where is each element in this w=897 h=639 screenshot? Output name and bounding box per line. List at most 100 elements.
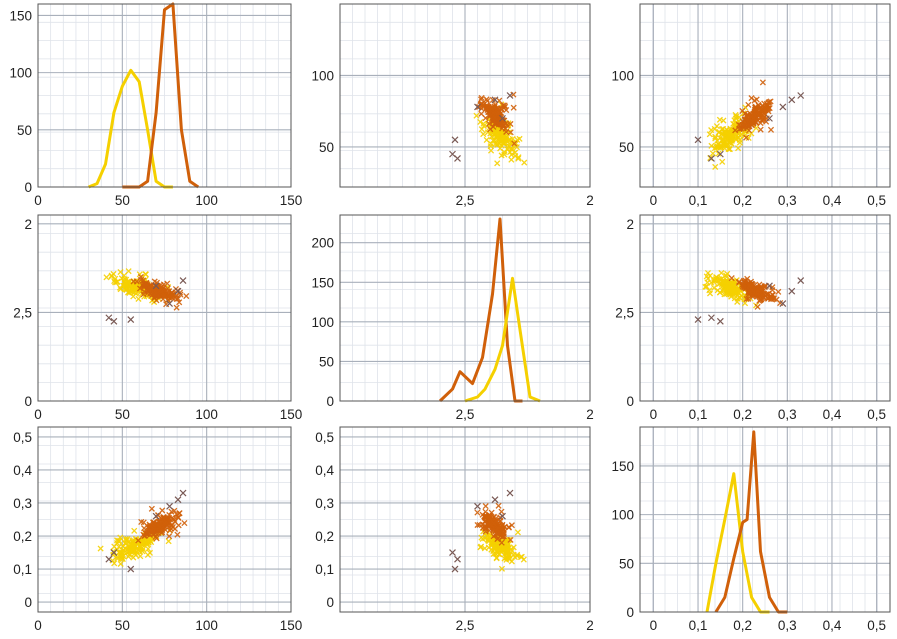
- scatter-point-orange: [507, 120, 514, 128]
- scatter-point-outlier: [179, 489, 187, 497]
- y-tick-label: 50: [619, 140, 634, 155]
- panel-frame: [639, 426, 891, 613]
- y-tick-label: 0,3: [315, 496, 334, 511]
- scatter-point-outlier: [708, 314, 715, 322]
- x-tick-label: 0: [650, 193, 658, 208]
- scatter-point-yellow: [709, 150, 716, 157]
- scatter-point-yellow: [735, 134, 742, 141]
- scatter-point-orange: [158, 288, 165, 295]
- scatter-point-yellow: [723, 278, 730, 285]
- x-tick-label: 2: [586, 193, 594, 208]
- x-tick-label: 50: [115, 618, 130, 633]
- scatter-point-yellow: [498, 565, 506, 572]
- scatter-point-outlier: [797, 277, 805, 284]
- x-tick-label: 2,5: [456, 407, 475, 422]
- x-tick-label: 0,4: [823, 193, 842, 208]
- y-tick-label: 200: [311, 236, 334, 251]
- scatter-point-orange: [486, 120, 493, 127]
- x-tick-label: 150: [280, 193, 303, 208]
- scatter-point-orange: [140, 291, 147, 298]
- scatter-point-orange: [736, 278, 743, 285]
- y-tick-label: 100: [9, 66, 32, 81]
- scatter-point-yellow: [515, 154, 522, 161]
- x-tick-label: 0,4: [823, 618, 842, 633]
- scatter-point-yellow: [109, 557, 116, 564]
- scatter-point-orange: [156, 517, 163, 525]
- x-tick-label: 0,2: [733, 618, 752, 633]
- scatter-point-outlier: [127, 316, 135, 323]
- scatter-point-yellow: [506, 555, 513, 562]
- scatter-point-yellow: [480, 131, 487, 138]
- panel-r1-c3: 50 100 0 0,1 0,2 0,3 0,4 0,5: [611, 3, 891, 208]
- scatter-point-orange: [486, 513, 493, 521]
- y-tick-label: 0: [626, 394, 634, 409]
- scatter-point-yellow: [503, 556, 510, 563]
- scatter-point-yellow: [503, 138, 511, 145]
- scatter-point-orange: [511, 140, 518, 147]
- scatter-point-orange: [728, 275, 735, 282]
- scatter-point-orange: [135, 537, 142, 544]
- panel-frame: [37, 214, 292, 402]
- scatter-point-yellow: [493, 555, 500, 562]
- scatter-point-yellow: [732, 111, 739, 119]
- scatter-point-yellow: [145, 545, 152, 552]
- y-tick-label: 50: [17, 123, 32, 138]
- scatter-point-orange: [166, 533, 173, 540]
- scatter-point-outlier: [152, 282, 160, 290]
- scatter-point-outlier: [779, 300, 787, 307]
- scatter-point-orange: [745, 295, 752, 302]
- scatter-point-yellow: [134, 283, 141, 290]
- scatter-point-yellow: [142, 271, 149, 278]
- scatter-point-yellow: [753, 124, 760, 132]
- scatter-point-orange: [150, 519, 158, 526]
- y-tick-label: 2: [626, 217, 634, 232]
- x-tick-label: 2,5: [456, 618, 475, 633]
- y-tick-label: 2,5: [13, 305, 32, 320]
- scatter-point-orange: [507, 536, 514, 543]
- scatter-point-outlier: [797, 92, 805, 99]
- scatter-point-orange: [148, 282, 155, 289]
- scatter-point-outlier: [110, 317, 118, 325]
- scatter-point-yellow: [477, 118, 484, 126]
- scatter-point-orange: [749, 287, 756, 294]
- y-tick-label: 0: [24, 595, 32, 610]
- scatter-point-yellow: [711, 145, 718, 152]
- scatter-point-orange: [745, 112, 752, 119]
- scatter-point-orange: [486, 527, 493, 534]
- panel-r3-c3: 0 50 100 150 0 0,1 0,2 0,3 0,4 0,5: [611, 426, 891, 633]
- x-tick-label: 0: [34, 618, 42, 633]
- scatter-point-yellow: [706, 290, 714, 297]
- histogram-line-yellow: [464, 276, 541, 403]
- scatter-point-yellow: [120, 553, 127, 560]
- scatter-point-outlier: [451, 136, 459, 144]
- scatter-point-outlier: [127, 565, 135, 573]
- scatter-point-orange: [770, 294, 777, 302]
- scatter-point-yellow: [131, 542, 138, 549]
- scatter-point-outlier: [449, 549, 456, 556]
- scatter-point-outlier: [474, 502, 481, 510]
- scatter-point-outlier: [788, 96, 796, 104]
- x-tick-label: 0: [34, 407, 42, 422]
- scatter-point-orange: [168, 294, 175, 301]
- scatter-point-outlier: [499, 512, 506, 520]
- scatter-points: [449, 91, 528, 167]
- scatter-point-orange: [748, 121, 755, 128]
- scatter-point-orange: [140, 519, 147, 526]
- scatter-point-yellow: [514, 551, 521, 558]
- scatter-point-orange: [489, 103, 496, 110]
- x-tick-label: 0: [650, 618, 658, 633]
- scatter-point-orange: [510, 104, 517, 111]
- scatter-point-yellow: [719, 130, 726, 137]
- scatter-point-outlier: [451, 565, 459, 573]
- y-tick-label: 0: [24, 180, 32, 195]
- scatter-point-orange: [171, 525, 179, 532]
- scatter-point-orange: [146, 521, 153, 528]
- scatter-point-outlier: [179, 277, 187, 284]
- scatter-point-yellow: [144, 551, 151, 559]
- y-tick-label: 0: [626, 605, 634, 620]
- x-tick-label: 150: [280, 407, 303, 422]
- scatter-point-yellow: [724, 286, 731, 293]
- scatter-point-yellow: [125, 553, 132, 560]
- y-tick-label: 0: [24, 394, 32, 409]
- scatter-point-yellow: [114, 553, 121, 560]
